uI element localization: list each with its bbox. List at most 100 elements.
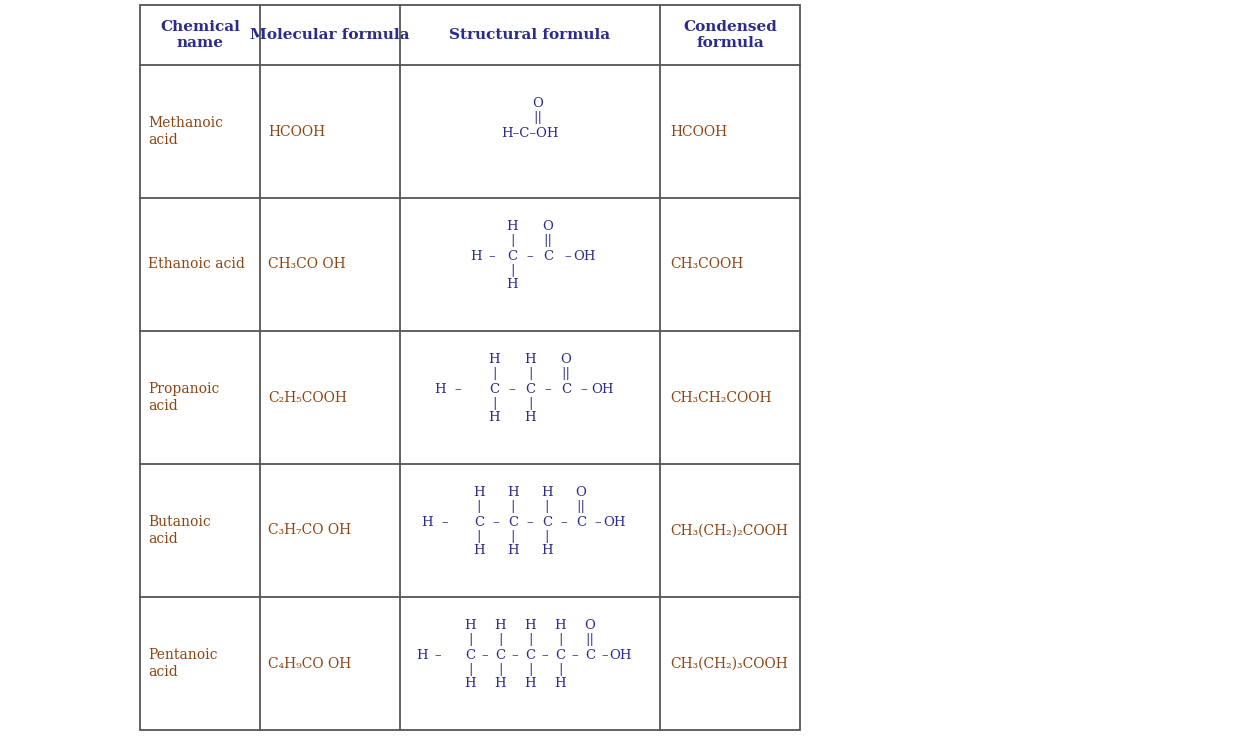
Text: H: H <box>470 250 482 263</box>
Text: –: – <box>561 516 567 529</box>
Text: O: O <box>532 97 544 110</box>
Text: C: C <box>561 383 571 396</box>
Text: C: C <box>508 516 517 529</box>
Text: H: H <box>555 677 566 690</box>
Text: H: H <box>494 677 506 690</box>
Text: C₄H₉CO OH: C₄H₉CO OH <box>268 657 351 670</box>
Text: H: H <box>464 677 475 690</box>
Text: |: | <box>557 663 562 676</box>
Text: H: H <box>473 486 485 499</box>
Text: |: | <box>511 530 515 543</box>
Text: |: | <box>545 500 550 513</box>
Text: H: H <box>421 516 433 529</box>
Text: C: C <box>474 516 484 529</box>
Text: –: – <box>581 383 587 396</box>
Text: C: C <box>489 383 499 396</box>
Text: –: – <box>565 250 571 263</box>
Text: CH₃COOH: CH₃COOH <box>670 258 743 271</box>
Text: Structural formula: Structural formula <box>449 28 611 42</box>
Text: –: – <box>509 383 515 396</box>
Text: O: O <box>561 353 571 366</box>
Text: |: | <box>477 500 482 513</box>
Text: H: H <box>508 544 519 557</box>
Text: HCOOH: HCOOH <box>268 124 325 139</box>
Text: Methanoic
acid: Methanoic acid <box>148 116 223 147</box>
Text: C₃H₇CO OH: C₃H₇CO OH <box>268 524 351 538</box>
Text: Butanoic
acid: Butanoic acid <box>148 515 211 545</box>
Text: OH: OH <box>609 649 632 662</box>
Text: Condensed
formula: Condensed formula <box>683 20 777 50</box>
Text: –: – <box>541 649 549 662</box>
Text: C: C <box>585 649 596 662</box>
Text: H: H <box>506 220 517 233</box>
Text: H–C–OH: H–C–OH <box>501 127 558 140</box>
Text: |: | <box>511 500 515 513</box>
Text: O: O <box>542 220 553 233</box>
Text: H: H <box>524 677 536 690</box>
Text: C: C <box>525 383 535 396</box>
Text: C: C <box>544 250 553 263</box>
Text: Propanoic
acid: Propanoic acid <box>148 383 220 413</box>
Text: H: H <box>506 278 517 291</box>
Text: H: H <box>524 353 536 366</box>
Text: O: O <box>576 486 587 499</box>
Text: H: H <box>488 411 500 424</box>
Text: ||: || <box>577 500 586 513</box>
Text: –: – <box>594 516 602 529</box>
Text: |: | <box>527 367 532 380</box>
Text: Ethanoic acid: Ethanoic acid <box>148 258 244 271</box>
Text: CH₃(CH₂)₃COOH: CH₃(CH₂)₃COOH <box>670 657 788 670</box>
Text: CH₃CO OH: CH₃CO OH <box>268 258 346 271</box>
Text: H: H <box>524 411 536 424</box>
Text: |: | <box>527 633 532 646</box>
Text: –: – <box>526 516 534 529</box>
Text: H: H <box>524 619 536 632</box>
Text: HCOOH: HCOOH <box>670 124 727 139</box>
Text: CH₃CH₂COOH: CH₃CH₂COOH <box>670 390 772 404</box>
Text: |: | <box>510 234 514 247</box>
Text: –: – <box>489 250 495 263</box>
Text: H: H <box>434 383 446 396</box>
Text: C₂H₅COOH: C₂H₅COOH <box>268 390 347 404</box>
Text: CH₃(CH₂)₂COOH: CH₃(CH₂)₂COOH <box>670 524 788 538</box>
Text: |: | <box>491 397 496 410</box>
Text: –: – <box>442 516 448 529</box>
Text: OH: OH <box>591 383 613 396</box>
Text: H: H <box>541 486 552 499</box>
Text: |: | <box>545 530 550 543</box>
Text: |: | <box>468 663 473 676</box>
Text: Chemical
name: Chemical name <box>160 20 240 50</box>
Text: C: C <box>555 649 565 662</box>
Text: |: | <box>498 663 503 676</box>
Text: C: C <box>465 649 475 662</box>
Text: H: H <box>541 544 552 557</box>
Text: |: | <box>498 633 503 646</box>
Text: –: – <box>454 383 462 396</box>
Text: –: – <box>545 383 551 396</box>
Text: –: – <box>482 649 488 662</box>
Text: H: H <box>494 619 506 632</box>
Text: H: H <box>416 649 428 662</box>
Text: –: – <box>602 649 608 662</box>
Text: –: – <box>526 250 534 263</box>
Text: ||: || <box>586 633 594 646</box>
Text: H: H <box>508 486 519 499</box>
Text: |: | <box>527 397 532 410</box>
Text: H: H <box>555 619 566 632</box>
Text: –: – <box>572 649 578 662</box>
Text: –: – <box>434 649 442 662</box>
Text: O: O <box>585 619 596 632</box>
Text: H: H <box>488 353 500 366</box>
Text: ||: || <box>544 234 552 247</box>
Text: C: C <box>506 250 517 263</box>
Text: |: | <box>557 633 562 646</box>
Text: C: C <box>542 516 552 529</box>
Text: ||: || <box>534 111 542 124</box>
Text: –: – <box>493 516 499 529</box>
Text: C: C <box>495 649 505 662</box>
Text: C: C <box>576 516 586 529</box>
Text: |: | <box>527 663 532 676</box>
Bar <box>140 5 800 730</box>
Text: |: | <box>477 530 482 543</box>
Text: |: | <box>468 633 473 646</box>
